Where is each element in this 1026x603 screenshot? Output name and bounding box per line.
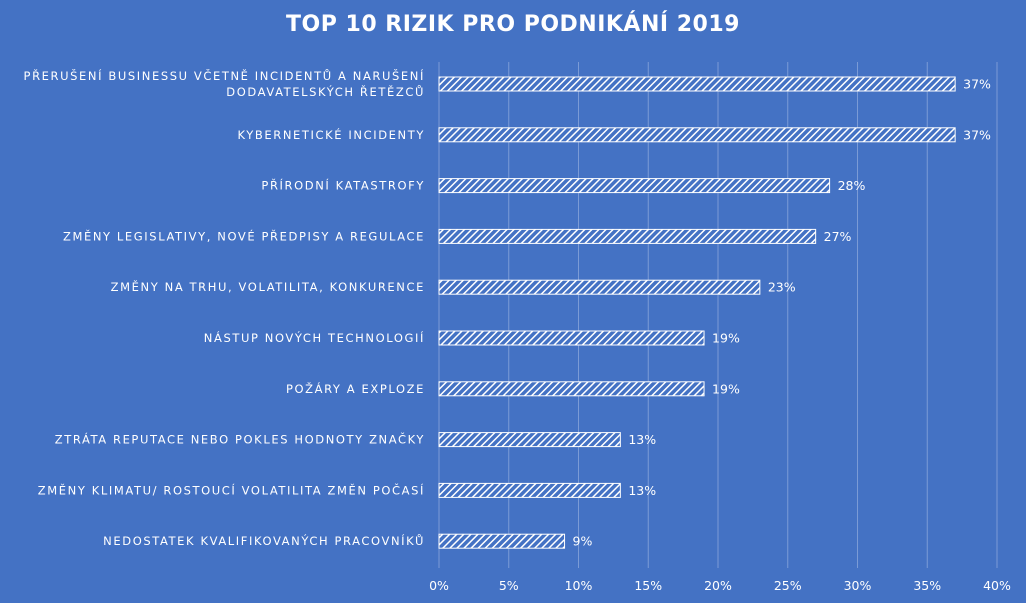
category-label: KYBERNETICKÉ INCIDENTY: [238, 127, 425, 142]
category-label: POŽÁRY A EXPLOZE: [286, 381, 425, 396]
bar: [438, 127, 956, 143]
category-label: PŘERUŠENÍ BUSINESSU VČETNĚ INCIDENTŮ A N…: [24, 68, 425, 83]
category-label: NEDOSTATEK KVALIFIKOVANÝCH PRACOVNÍKŮ: [103, 533, 425, 548]
chart-title: TOP 10 RIZIK PRO PODNIKÁNÍ 2019: [286, 12, 740, 37]
bar: [438, 381, 705, 397]
bar-value-label: 27%: [824, 229, 852, 244]
x-tick-label: 25%: [774, 578, 802, 593]
bar-value-label: 13%: [628, 483, 656, 498]
bar: [438, 178, 831, 194]
bar-value-label: 19%: [712, 331, 740, 346]
bar-value-label: 28%: [838, 178, 866, 193]
x-tick-label: 40%: [983, 578, 1011, 593]
x-tick-label: 30%: [844, 578, 872, 593]
category-label: ZMĚNY KLIMATU/ ROSTOUCÍ VOLATILITA ZMĚN …: [38, 482, 425, 497]
category-label: ZTRÁTA REPUTACE NEBO POKLES HODNOTY ZNAČ…: [55, 432, 425, 447]
x-tick-label: 5%: [499, 578, 519, 593]
bar: [438, 228, 817, 244]
bar-value-label: 37%: [963, 127, 991, 142]
bar: [438, 533, 566, 549]
x-tick-label: 15%: [634, 578, 662, 593]
bar: [438, 330, 705, 346]
value-labels: 37% 37% 28% 27% 23% 19% 19% 13% 13% 9%: [573, 77, 992, 549]
category-label: ZMĚNY NA TRHU, VOLATILITA, KONKURENCE: [111, 279, 425, 294]
category-label: DODAVATELSKÝCH ŘETĚZCŮ: [226, 84, 425, 99]
x-tick-label: 10%: [565, 578, 593, 593]
bar: [438, 432, 621, 448]
bars: [438, 76, 956, 549]
x-tick-label: 0%: [429, 578, 449, 593]
bar-value-label: 9%: [573, 534, 593, 549]
bar-value-label: 13%: [628, 432, 656, 447]
category-label: PŘÍRODNÍ KATASTROFY: [261, 178, 425, 193]
category-label: ZMĚNY LEGISLATIVY, NOVÉ PŘEDPISY A REGUL…: [63, 228, 425, 243]
bar: [438, 482, 621, 498]
grid-lines: [438, 62, 998, 568]
bar: [438, 279, 761, 295]
bar-value-label: 23%: [768, 280, 796, 295]
bar-value-label: 37%: [963, 77, 991, 92]
category-labels: PŘERUŠENÍ BUSINESSU VČETNĚ INCIDENTŮ A N…: [24, 68, 425, 548]
x-tick-label: 20%: [704, 578, 732, 593]
x-tick-label: 35%: [913, 578, 941, 593]
bar-value-label: 19%: [712, 381, 740, 396]
x-axis-tick-labels: 0% 5% 10% 15% 20% 25% 30% 35% 40%: [429, 578, 1011, 593]
category-label: NÁSTUP NOVÝCH TECHNOLOGIÍ: [204, 330, 425, 345]
bar: [438, 76, 956, 92]
